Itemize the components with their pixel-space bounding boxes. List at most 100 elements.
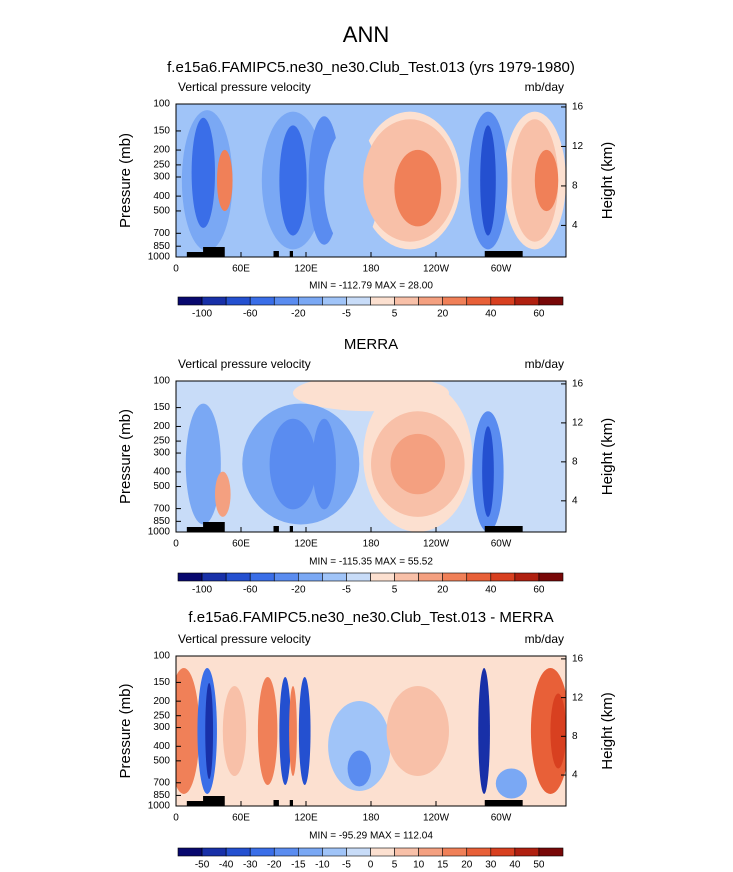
topography [273, 526, 279, 532]
colorbar-box [322, 847, 347, 857]
contour-region [222, 686, 247, 776]
x-tick-label: 60E [232, 539, 250, 550]
colorbar-box [514, 296, 540, 306]
colorbar-label: -60 [243, 585, 258, 596]
right-string: mb/day [525, 80, 564, 94]
colorbar-label: 15 [437, 860, 449, 871]
y-axis-label: Pressure (mb) [117, 409, 134, 504]
colorbar-box [442, 847, 468, 857]
figure-title: ANN [343, 22, 389, 47]
y2-tick-label: 16 [572, 102, 584, 113]
y-tick-label: 300 [153, 448, 170, 459]
y-tick-label: 500 [153, 755, 170, 766]
x-tick-label: 120W [423, 264, 450, 275]
x-tick-label: 0 [173, 539, 179, 550]
colorbar-label: -5 [342, 585, 351, 596]
colorbar-box [490, 847, 516, 857]
y-tick-label: 300 [153, 722, 170, 733]
y2-tick-label: 4 [572, 495, 578, 506]
x-tick-label: 0 [173, 813, 179, 824]
y-tick-label: 100 [153, 651, 170, 662]
colorbar-box [225, 296, 251, 306]
colorbar-box [346, 572, 371, 582]
topography [273, 800, 279, 806]
colorbar-label: 60 [533, 309, 545, 320]
contour-region [269, 418, 317, 510]
colorbar-label: 40 [509, 860, 521, 871]
right-string: mb/day [525, 632, 564, 646]
x-tick-label: 120E [294, 539, 318, 550]
y-tick-label: 850 [153, 241, 170, 252]
topography [186, 252, 209, 257]
contour-region [482, 426, 494, 517]
colorbar-box [466, 847, 492, 857]
topography [273, 251, 279, 257]
colorbar-box [442, 296, 468, 306]
contour-region [394, 149, 442, 227]
topography [203, 796, 225, 806]
colorbar-box [466, 572, 492, 582]
y-tick-label: 400 [153, 191, 170, 202]
topography [484, 251, 523, 257]
colorbar-box [514, 847, 540, 857]
colorbar-box [394, 296, 419, 306]
y-tick-label: 250 [153, 436, 170, 447]
x-tick-label: 120E [294, 813, 318, 824]
contour-region [176, 668, 200, 794]
colorbar-box [273, 296, 299, 306]
colorbar-label: 5 [392, 585, 398, 596]
panel-title: MERRA [344, 336, 398, 353]
contour-region [386, 686, 449, 776]
colorbar-box [418, 296, 443, 306]
topography [484, 526, 523, 532]
y-tick-label: 200 [153, 421, 170, 432]
topography [186, 801, 209, 806]
colorbar-box [201, 847, 227, 857]
colorbar-box [538, 847, 564, 857]
colorbar-box [418, 572, 443, 582]
stats: MIN = -115.35 MAX = 55.52 [309, 557, 433, 568]
colorbar-label: -30 [243, 860, 258, 871]
y-tick-label: 400 [153, 467, 170, 478]
topography [289, 251, 293, 257]
topography [289, 526, 293, 532]
colorbar-label: -15 [291, 860, 306, 871]
colorbar-box [394, 847, 419, 857]
y2-axis-label: Height (km) [599, 142, 616, 220]
colorbar-box [273, 847, 299, 857]
topography [186, 527, 209, 532]
colorbar-box [298, 296, 323, 306]
colorbar-box [538, 296, 564, 306]
colorbar-label: -60 [243, 309, 258, 320]
y2-tick-label: 12 [572, 141, 584, 152]
topography [203, 522, 225, 532]
colorbar-box [177, 847, 203, 857]
contour-region [215, 471, 231, 517]
y-tick-label: 700 [153, 777, 170, 788]
x-tick-label: 60W [491, 813, 512, 824]
y-tick-label: 1000 [148, 801, 171, 812]
contour-region [279, 125, 307, 236]
colorbar-label: 5 [392, 309, 398, 320]
x-tick-label: 120E [294, 264, 318, 275]
colorbar-box [346, 847, 371, 857]
y2-tick-label: 8 [572, 456, 578, 467]
colorbar-label: -5 [342, 860, 351, 871]
colorbar-box [201, 296, 227, 306]
contour-region [550, 693, 566, 769]
colorbar-label: -20 [267, 860, 282, 871]
colorbar-box [249, 847, 275, 857]
y-tick-label: 200 [153, 696, 170, 707]
contour-region [216, 149, 233, 212]
colorbar-label: -20 [291, 309, 306, 320]
y-axis-label: Pressure (mb) [117, 133, 134, 228]
contour-region [312, 418, 336, 510]
x-tick-label: 120W [423, 539, 450, 550]
colorbar-label: 60 [533, 585, 545, 596]
contour-region [495, 768, 527, 799]
colorbar-label: -20 [291, 585, 306, 596]
colorbar-label: 40 [485, 585, 497, 596]
colorbar-box [370, 572, 395, 582]
y-tick-label: 1000 [148, 527, 171, 538]
